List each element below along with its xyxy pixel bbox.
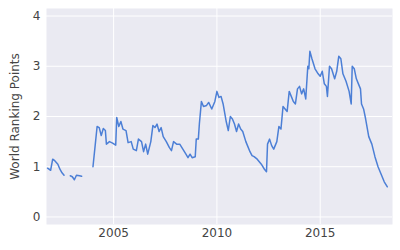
svg-text:2005: 2005: [98, 226, 129, 240]
svg-text:3: 3: [33, 59, 41, 73]
svg-text:2: 2: [33, 109, 41, 123]
svg-text:0: 0: [33, 210, 41, 224]
svg-text:4: 4: [33, 9, 41, 23]
svg-text:2010: 2010: [202, 226, 233, 240]
svg-text:1: 1: [33, 160, 41, 174]
svg-text:2015: 2015: [305, 226, 336, 240]
svg-text:World Ranking Points: World Ranking Points: [8, 53, 22, 180]
